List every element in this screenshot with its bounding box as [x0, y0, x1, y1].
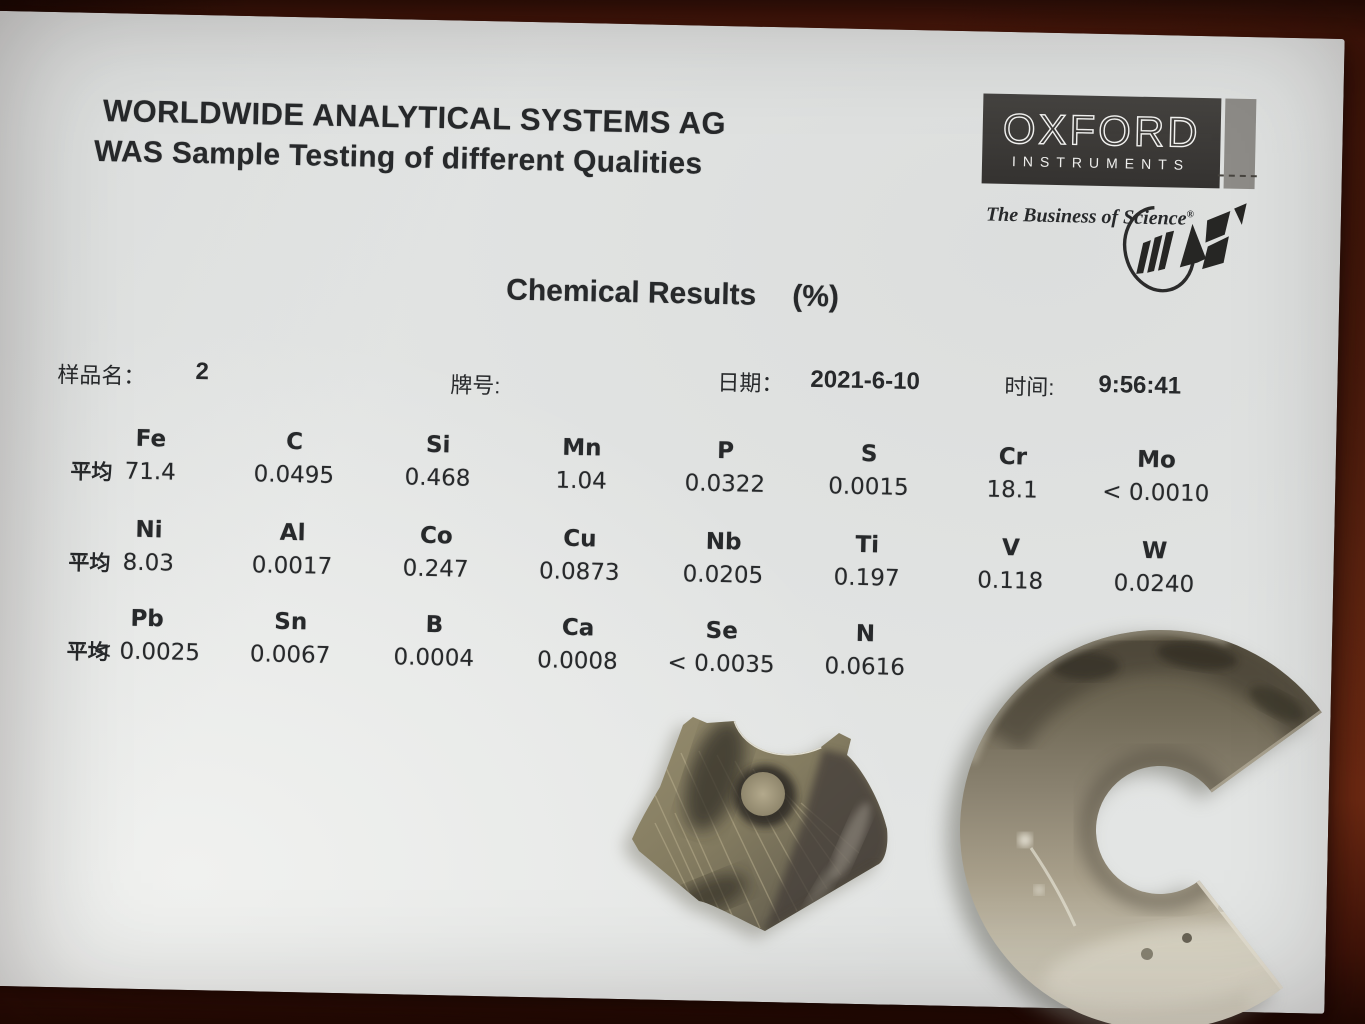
element-symbol: Cr — [998, 443, 1028, 471]
element-row-group: 平均 Ni Al Co Cu Nb Ti V W 8.03 0.0017 0.247 0.0873 0… — [68, 514, 1227, 601]
element-value: 0.468 — [404, 464, 471, 492]
element-symbol: Ti — [855, 531, 880, 559]
was-swoosh-icon — [1122, 205, 1196, 293]
element-value: < 0.0010 — [1102, 479, 1210, 508]
element-symbol: Fe — [135, 425, 167, 453]
metal-fragment-sample — [623, 717, 888, 939]
element-symbol: Se — [705, 617, 739, 645]
element-symbol: Ni — [135, 516, 163, 544]
date-value: 2021-6-10 — [810, 365, 921, 396]
element-value: 0.0008 — [536, 647, 618, 675]
element-value: 0.0015 — [827, 473, 909, 501]
report-paper: WORLDWIDE ANALYTICAL SYSTEMS AG WAS Samp… — [0, 10, 1345, 1014]
element-symbol: Mo — [1136, 446, 1177, 474]
element-symbol: Mn — [561, 434, 602, 462]
element-value: 0.247 — [402, 555, 469, 583]
element-symbol: N — [855, 620, 876, 648]
element-value: 0.0017 — [251, 552, 333, 580]
element-value: 0.197 — [833, 564, 900, 592]
element-symbol: Ca — [561, 614, 595, 642]
element-value: 0.0240 — [1113, 570, 1195, 598]
date-label: 日期： — [717, 369, 784, 397]
report-subtitle: WAS Sample Testing of different Qualitie… — [93, 134, 703, 181]
element-value: 0.0067 — [249, 641, 331, 669]
sample-name-value: 2 — [195, 358, 210, 386]
grade-label: 牌号: — [449, 372, 501, 399]
element-symbol: W — [1141, 537, 1168, 565]
company-name: WORLDWIDE ANALYTICAL SYSTEMS AG — [102, 93, 727, 142]
metal-ring-sample — [947, 629, 1322, 1024]
logo-side-bar — [1223, 98, 1257, 190]
element-symbol: Cu — [563, 525, 597, 553]
element-symbol: B — [425, 611, 444, 639]
sample-name-label: 样品名： — [57, 362, 146, 389]
element-symbol: Al — [279, 519, 306, 547]
oxford-logo-box: OXFORD INSTRUMENTS — [981, 93, 1222, 189]
average-label: 平均 — [66, 640, 109, 665]
element-value: 0.0616 — [824, 653, 906, 681]
element-value: 0.0322 — [684, 470, 766, 498]
element-value: 0.0873 — [538, 558, 620, 586]
report-title-unit: (%) — [791, 279, 840, 314]
report-title: Chemical Results (%) — [505, 273, 840, 314]
element-symbol: P — [716, 437, 735, 465]
oxford-wordmark: OXFORD — [1002, 104, 1202, 157]
element-symbol: Pb — [130, 605, 165, 633]
average-label: 平均 — [70, 460, 113, 485]
element-symbol: S — [860, 440, 878, 468]
element-symbol: V — [1001, 534, 1021, 562]
element-value: 0.0495 — [253, 461, 335, 489]
element-row-group: 平均 Fe C Si Mn P S Cr Mo 71.4 0.0495 0.468 1.04 0.03… — [70, 423, 1229, 510]
element-symbol: Si — [425, 431, 451, 459]
element-value: 0.0004 — [393, 644, 475, 672]
element-value: 1.04 — [555, 467, 608, 495]
average-label: 平均 — [68, 551, 111, 576]
element-value: 0.0205 — [682, 561, 764, 589]
element-value: 0.118 — [977, 567, 1044, 595]
element-value: 18.1 — [986, 476, 1039, 504]
oxford-instruments-label: INSTRUMENTS — [1011, 153, 1191, 173]
time-value: 9:56:41 — [1098, 370, 1182, 400]
element-symbol: Sn — [274, 608, 308, 636]
time-label: 时间: — [1004, 373, 1055, 401]
was-mark-icon — [1136, 203, 1247, 274]
element-value: < 0.0035 — [667, 649, 775, 679]
element-symbol: Co — [419, 522, 453, 550]
was-logo — [1122, 203, 1247, 293]
element-symbol: Nb — [705, 528, 742, 556]
element-symbol: C — [285, 428, 304, 456]
